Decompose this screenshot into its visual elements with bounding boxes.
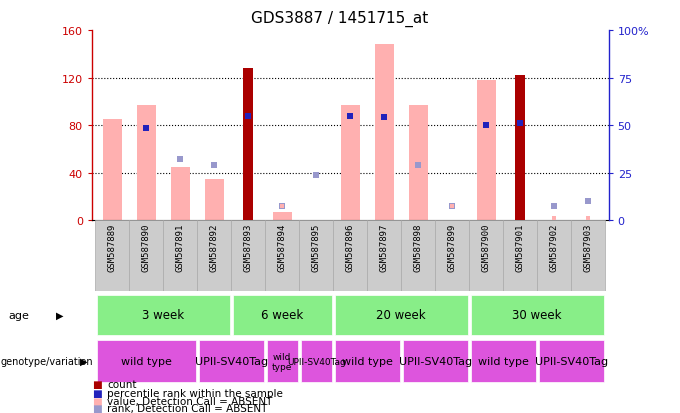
Text: GSM587894: GSM587894: [277, 223, 287, 271]
Bar: [171, 168, 190, 221]
Text: rank, Detection Call = ABSENT: rank, Detection Call = ABSENT: [107, 403, 268, 413]
Bar: [471, 295, 604, 335]
Text: percentile rank within the sample: percentile rank within the sample: [107, 388, 284, 398]
Bar: [469, 221, 503, 291]
Text: UPII-SV40Tag: UPII-SV40Tag: [287, 357, 345, 366]
Bar: [537, 221, 571, 291]
Text: 20 week: 20 week: [377, 309, 426, 321]
Text: GSM587896: GSM587896: [345, 223, 355, 271]
Bar: [163, 221, 197, 291]
Text: 3 week: 3 week: [142, 309, 184, 321]
Bar: [403, 340, 468, 382]
Text: GSM587903: GSM587903: [583, 223, 593, 271]
Text: wild type: wild type: [342, 356, 392, 366]
Bar: [243, 69, 253, 221]
Text: GSM587899: GSM587899: [447, 223, 457, 271]
Text: ▶: ▶: [80, 356, 88, 366]
Text: GDS3887 / 1451715_at: GDS3887 / 1451715_at: [252, 10, 428, 26]
Text: GSM587901: GSM587901: [515, 223, 525, 271]
Text: GSM587897: GSM587897: [379, 223, 389, 271]
Text: count: count: [107, 380, 137, 389]
Text: GSM587889: GSM587889: [107, 223, 117, 271]
Text: 6 week: 6 week: [261, 309, 303, 321]
Text: ■: ■: [92, 396, 101, 406]
Text: wild type: wild type: [478, 356, 528, 366]
Text: ▶: ▶: [56, 310, 63, 320]
Text: wild type: wild type: [121, 356, 171, 366]
Bar: [539, 340, 604, 382]
Bar: [95, 221, 129, 291]
Bar: [129, 221, 163, 291]
Bar: [401, 221, 435, 291]
Text: GSM587895: GSM587895: [311, 223, 321, 271]
Text: GSM587902: GSM587902: [549, 223, 559, 271]
Bar: [571, 221, 605, 291]
Bar: [333, 221, 367, 291]
Bar: [299, 221, 333, 291]
Bar: [137, 106, 156, 221]
Bar: [515, 76, 525, 221]
Text: GSM587892: GSM587892: [209, 223, 219, 271]
Text: UPII-SV40Tag: UPII-SV40Tag: [398, 356, 472, 366]
Text: wild
type: wild type: [272, 352, 292, 371]
Text: ■: ■: [92, 388, 101, 398]
Text: GSM587891: GSM587891: [175, 223, 185, 271]
Text: UPII-SV40Tag: UPII-SV40Tag: [534, 356, 608, 366]
Bar: [477, 81, 496, 221]
Bar: [301, 340, 332, 382]
Bar: [335, 295, 468, 335]
Bar: [199, 340, 264, 382]
Bar: [435, 221, 469, 291]
Bar: [197, 221, 231, 291]
Text: genotype/variation: genotype/variation: [1, 356, 93, 366]
Text: GSM587893: GSM587893: [243, 223, 253, 271]
Bar: [97, 340, 196, 382]
Bar: [265, 221, 299, 291]
Bar: [97, 295, 230, 335]
Bar: [335, 340, 400, 382]
Text: age: age: [8, 310, 29, 320]
Text: GSM587898: GSM587898: [413, 223, 423, 271]
Text: ■: ■: [92, 403, 101, 413]
Text: ■: ■: [92, 380, 101, 389]
Text: GSM587890: GSM587890: [141, 223, 151, 271]
Text: GSM587900: GSM587900: [481, 223, 491, 271]
Bar: [375, 45, 394, 221]
Bar: [471, 340, 536, 382]
Text: 30 week: 30 week: [513, 309, 562, 321]
Bar: [503, 221, 537, 291]
Bar: [233, 295, 332, 335]
Bar: [103, 120, 122, 221]
Bar: [267, 340, 298, 382]
Bar: [409, 106, 428, 221]
Bar: [205, 179, 224, 221]
Text: UPII-SV40Tag: UPII-SV40Tag: [194, 356, 268, 366]
Bar: [341, 106, 360, 221]
Bar: [273, 213, 292, 221]
Bar: [367, 221, 401, 291]
Bar: [231, 221, 265, 291]
Text: value, Detection Call = ABSENT: value, Detection Call = ABSENT: [107, 396, 273, 406]
